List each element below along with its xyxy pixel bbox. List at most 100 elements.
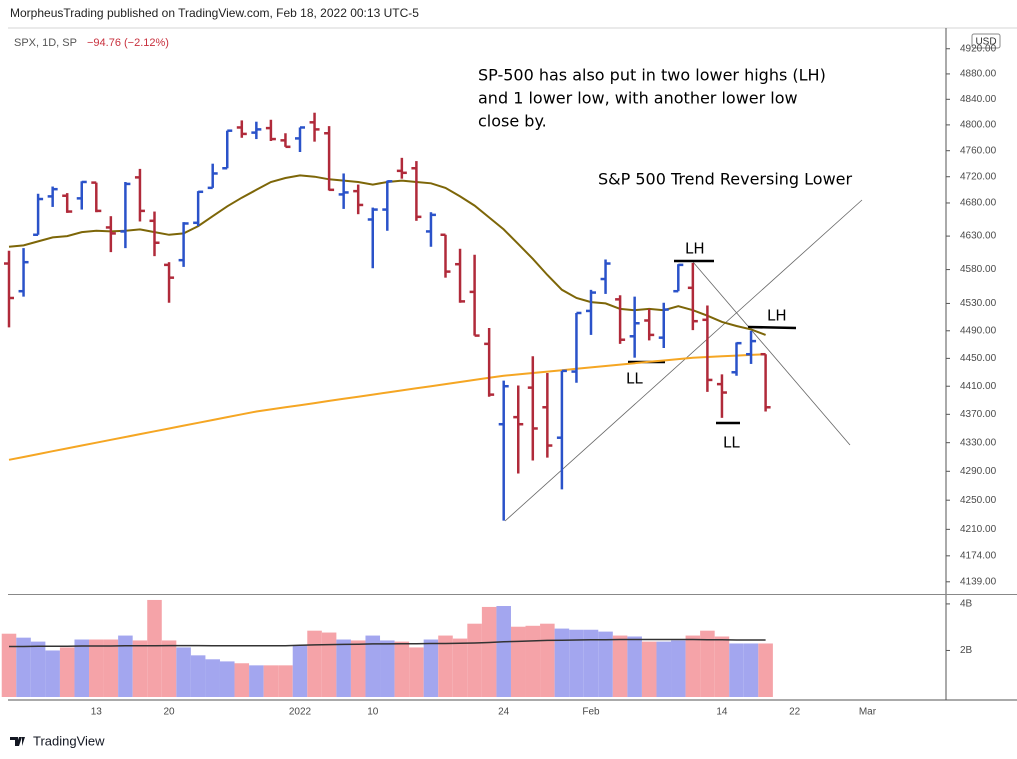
- x-tick-label: Mar: [859, 707, 877, 718]
- y-tick-label: 2B: [960, 645, 973, 656]
- volume-bar: [496, 606, 511, 697]
- volume-bar: [380, 640, 395, 697]
- currency: USD: [975, 37, 996, 48]
- volume-bar: [554, 628, 570, 697]
- volume-bar: [714, 636, 730, 697]
- volume-bar: [481, 606, 497, 697]
- volume-bar: [59, 647, 75, 697]
- volume-bar: [641, 641, 657, 697]
- y-tick-label: 4880.00: [960, 69, 997, 80]
- volume-bar: [161, 640, 177, 697]
- volume-bar: [569, 629, 584, 697]
- volume-bar: [103, 639, 119, 697]
- y-tick-label: 4800.00: [960, 120, 997, 131]
- y-tick-label: 4450.00: [960, 353, 997, 364]
- volume-bar: [321, 632, 337, 697]
- level-mark: [747, 325, 797, 330]
- logo-icon: [10, 737, 25, 746]
- x-tick-label: 10: [367, 707, 379, 718]
- volume-bar: [118, 635, 133, 697]
- y-tick-label: 4630.00: [960, 231, 997, 242]
- volume-bar: [1, 633, 17, 697]
- volume-bar: [205, 659, 220, 697]
- y-tick-label: 4330.00: [960, 437, 997, 448]
- y-tick-label: 4B: [960, 599, 973, 610]
- volume-bar: [74, 639, 90, 697]
- volume-bar: [350, 640, 366, 697]
- volume-bar: [89, 639, 104, 697]
- volume-bar: [132, 640, 148, 697]
- y-tick-label: 4139.00: [960, 576, 997, 587]
- volume-bar: [743, 643, 759, 697]
- currency-box: [971, 33, 1001, 49]
- volume-bar: [467, 623, 482, 697]
- x-tick-label: 24: [498, 707, 510, 718]
- volume-bar: [30, 641, 46, 697]
- change: −94.76 (−2.12%): [87, 37, 169, 49]
- annotation: SP-500 has also put in two lower highs (…: [478, 66, 826, 85]
- x-tick-label: 14: [716, 707, 728, 718]
- line-series: [9, 638, 766, 648]
- volume-bar: [394, 641, 410, 697]
- volume-bar: [627, 636, 642, 697]
- footer: TradingView: [33, 733, 105, 748]
- symbol: SPX, 1D, SP: [14, 37, 77, 49]
- volume-bar: [336, 639, 351, 697]
- x-tick-label: 13: [91, 707, 103, 718]
- y-tick-label: 4410.00: [960, 381, 997, 392]
- volume-bar: [176, 647, 191, 697]
- volume-bar: [249, 665, 264, 697]
- volume-bar: [278, 665, 293, 697]
- volume-bar: [219, 661, 235, 697]
- volume-bar: [438, 635, 453, 697]
- volume-bar: [510, 626, 526, 697]
- annotation: and 1 lower low, with another lower low: [478, 89, 798, 108]
- annotation: LH: [767, 307, 787, 325]
- annotation: LL: [723, 434, 740, 452]
- y-tick-label: 4370.00: [960, 409, 997, 420]
- y-tick-label: 4174.00: [960, 550, 997, 561]
- volume-bar: [540, 623, 555, 697]
- x-tick-label: 2022: [289, 707, 312, 718]
- drawings: [504, 199, 863, 522]
- volume-bar: [612, 635, 628, 697]
- volume-bar: [685, 635, 701, 697]
- y-tick-label: 4680.00: [960, 198, 997, 209]
- x-tick-label: Feb: [582, 707, 600, 718]
- volume-bar: [365, 635, 381, 697]
- y-tick-label: 4490.00: [960, 325, 997, 336]
- y-tick-label: 4580.00: [960, 264, 997, 275]
- y-tick-label: 4530.00: [960, 298, 997, 309]
- annotation: close by.: [478, 112, 547, 131]
- volume-bar: [423, 639, 439, 697]
- y-tick-label: 4720.00: [960, 171, 997, 182]
- y-tick-label: 4250.00: [960, 495, 997, 506]
- volume-bar: [16, 637, 31, 697]
- volume-bar: [45, 650, 60, 697]
- trendline: [504, 199, 863, 522]
- volume-bar: [292, 645, 308, 697]
- x-tick-label: 22: [789, 707, 801, 718]
- volume-bar: [147, 599, 162, 697]
- volume-bar: [525, 625, 541, 697]
- line-series: [8, 353, 766, 461]
- y-tick-label: 4760.00: [960, 145, 997, 156]
- volume-bar: [700, 630, 715, 697]
- volume-bar: [452, 638, 468, 697]
- volume-bar: [671, 640, 686, 697]
- volume-bar: [234, 663, 250, 697]
- trendline: [692, 261, 851, 446]
- annotation: LH: [685, 240, 705, 258]
- x-tick-label: 20: [163, 707, 175, 718]
- volume-bar: [409, 647, 424, 697]
- volume-bar: [758, 643, 773, 697]
- volume-bar: [190, 655, 206, 697]
- y-tick-label: 4290.00: [960, 466, 997, 477]
- volume-bar: [598, 631, 613, 697]
- volume-bar: [656, 641, 672, 697]
- volume-bar: [729, 643, 744, 697]
- y-tick-label: 4210.00: [960, 524, 997, 535]
- annotation: S&P 500 Trend Reversing Lower: [598, 170, 853, 189]
- y-tick-label: 4920.00: [960, 43, 997, 54]
